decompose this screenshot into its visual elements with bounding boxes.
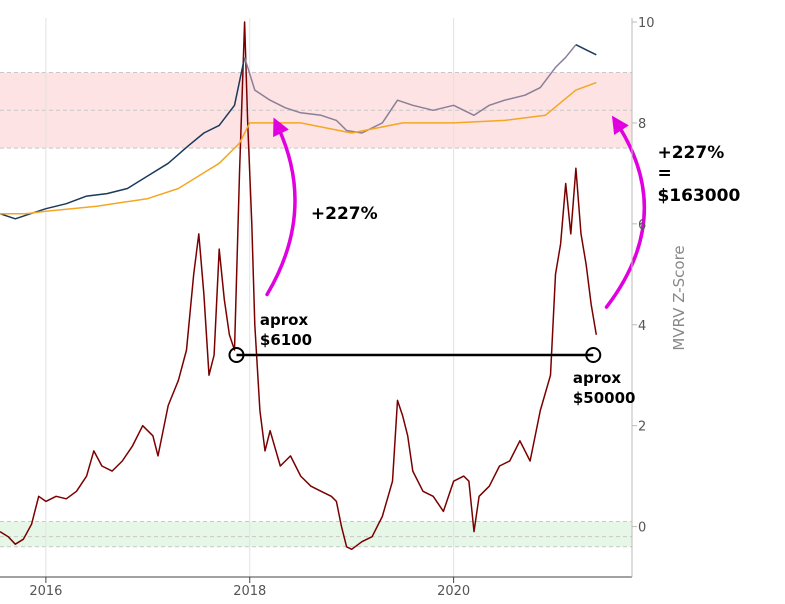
annotation-overlay [228,115,647,364]
annotation-text: +227% [311,204,378,224]
annotation-text: $163000 [657,186,740,206]
annotation-text: $50000 [573,389,636,407]
series-line-4 [0,81,597,215]
annotation-text: +227% [657,143,724,163]
y-tick-label: 0 [638,521,646,536]
growth-arrow [265,117,297,297]
y-tick-label: 2 [638,420,646,435]
annotation-text: aprox [260,311,309,329]
x-tick-label: 2016 [29,584,62,599]
annotation-text: aprox [573,369,622,387]
x-tick-label: 2018 [233,584,266,599]
growth-arrow [604,115,647,309]
price-marker-circle [228,347,245,364]
annotation-text: $6100 [260,331,312,349]
axes [0,18,633,578]
series-line-3 [575,44,597,56]
series-line-2 [243,44,577,134]
axis-ticks: 2016 2018 2020 0 2 4 6 8 10 [29,16,654,599]
y-tick-label: 6 [638,218,646,233]
zone-bands [0,71,632,548]
price-marker-circle [585,347,602,364]
annotation-text: = [657,163,671,183]
y-axis-title: MVRV Z-Score [670,245,688,350]
y-tick-label: 4 [638,319,646,334]
vertical-gridlines [45,18,455,577]
y-tick-label: 10 [638,16,655,31]
series-line-0 [0,21,598,551]
series-lines [0,21,598,551]
y-tick-label: 8 [638,117,646,132]
band-bottom [0,521,632,547]
x-tick-label: 2020 [437,584,470,599]
